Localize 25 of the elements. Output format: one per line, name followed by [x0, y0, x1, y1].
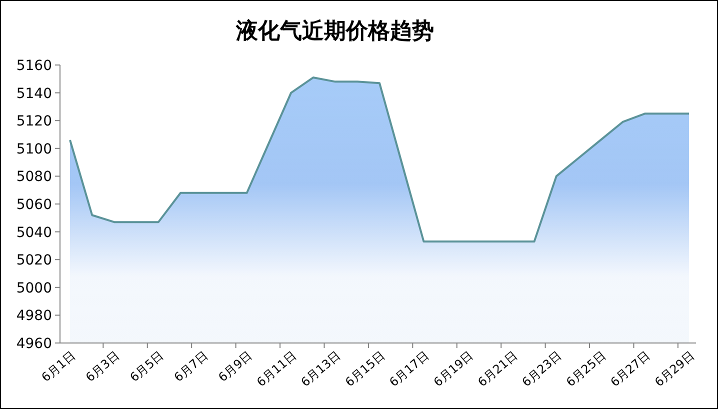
y-tick-label: 5100 [16, 141, 52, 158]
y-tick-label: 5000 [16, 280, 52, 296]
x-tick-label: 6月29日 [652, 348, 697, 390]
x-tick-label: 6月23日 [519, 348, 564, 390]
y-tick-label: 5140 [16, 86, 52, 102]
x-tick-label: 6月3日 [83, 348, 122, 385]
x-tick-label: 6月19日 [430, 348, 476, 390]
y-tick-label: 5060 [16, 197, 52, 213]
x-tick-label: 6月17日 [386, 348, 432, 390]
x-tick-label: 6月25日 [564, 348, 608, 390]
chart-title: 液化气近期价格趋势 [235, 18, 434, 44]
x-tick-label: 6月7日 [171, 348, 211, 385]
x-tick-label: 6月15日 [342, 348, 388, 390]
y-tick-label: 4980 [16, 308, 52, 324]
x-tick-label: 6月27日 [608, 348, 653, 390]
y-tick-label: 5020 [16, 252, 52, 269]
y-tick-label: 5040 [16, 224, 52, 241]
y-tick-label: 5160 [16, 58, 52, 74]
x-tick-label: 6月5日 [127, 348, 166, 385]
y-tick-label: 5120 [16, 114, 52, 130]
x-tick-label: 6月21日 [475, 348, 520, 390]
y-tick-label: 5080 [16, 169, 52, 186]
x-tick-label: 6月11日 [254, 348, 299, 390]
x-tick-label: 6月9日 [216, 348, 255, 385]
x-tick-label: 6月13日 [298, 348, 344, 390]
